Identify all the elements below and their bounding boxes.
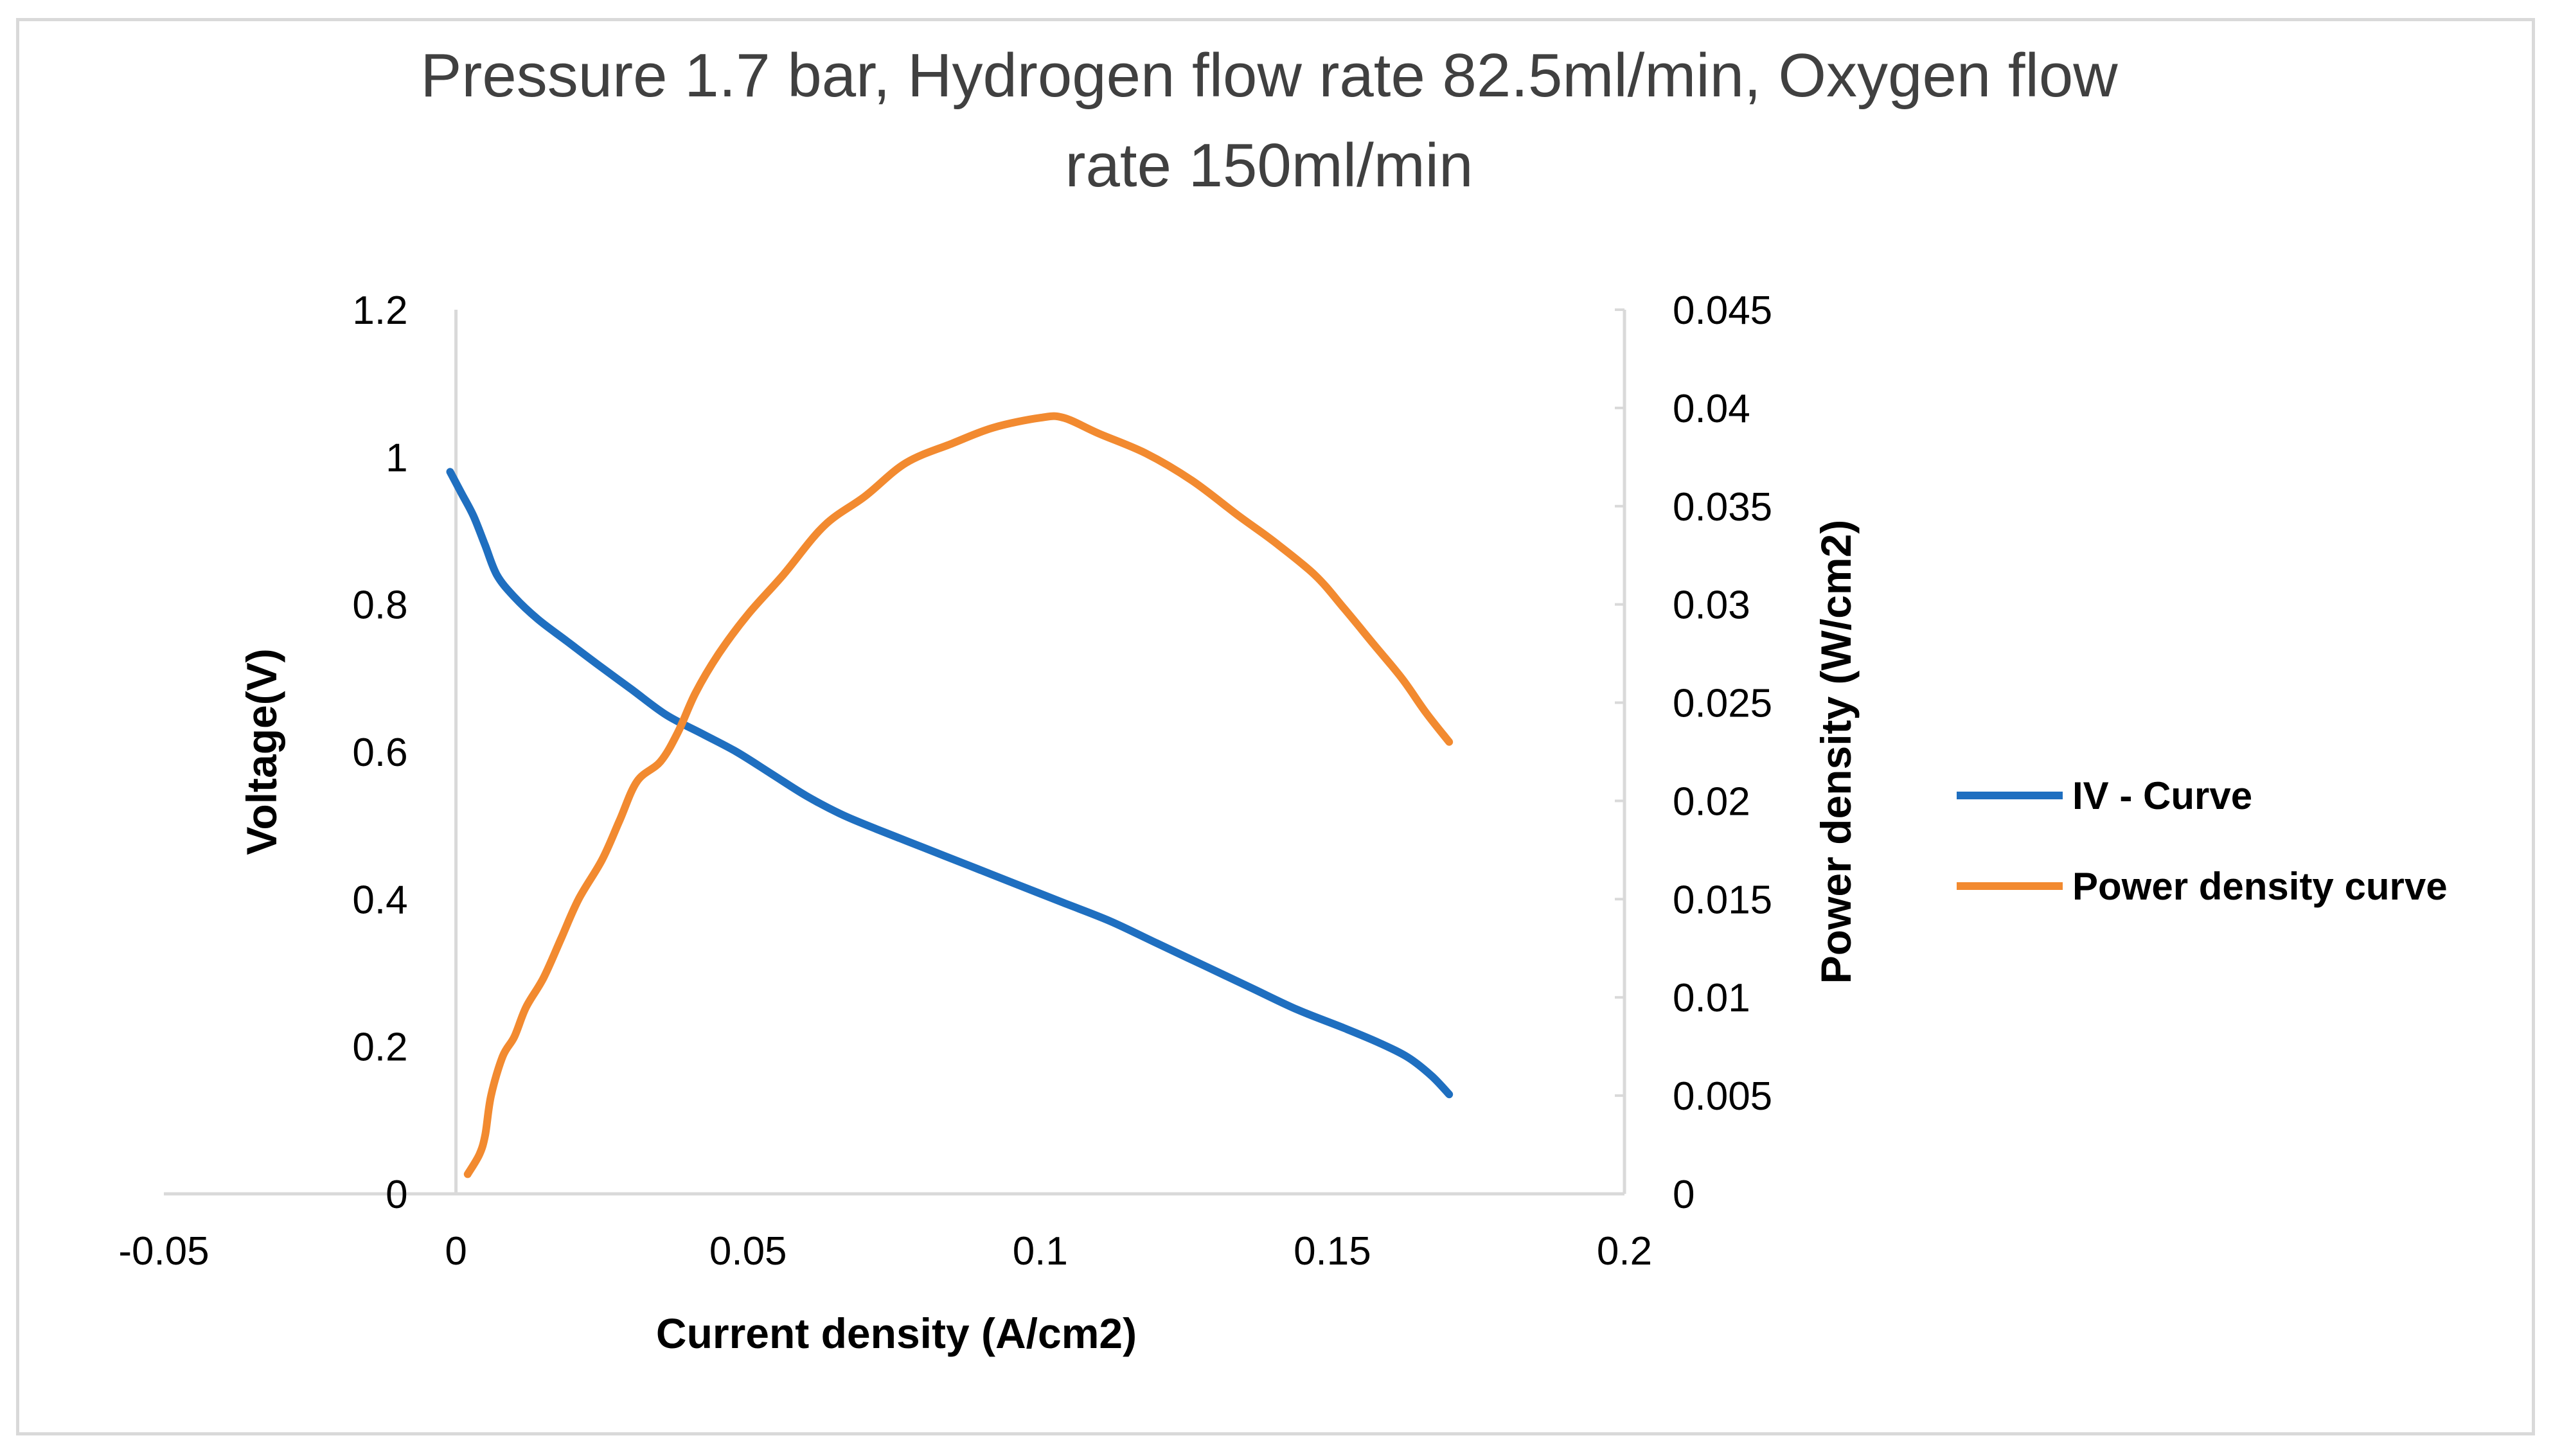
y-tick-label: 0.6: [352, 731, 407, 775]
y-tick-label: 0.4: [352, 878, 407, 922]
legend: IV - Curve Power density curve: [1957, 774, 2448, 908]
y-tick-label: 0.8: [352, 583, 407, 628]
x-tick-label: 0: [445, 1229, 467, 1274]
iv-curve-line: [446, 468, 1454, 1099]
power-density-line: [463, 412, 1454, 1178]
y2-tick-label: 0.04: [1673, 387, 1750, 431]
y-tick-label: 1.2: [352, 289, 407, 333]
y2-tick-label: 0.03: [1673, 583, 1750, 628]
y2-axis-title: Power density (W/cm2): [1812, 520, 1860, 984]
y2-tick-label: 0.045: [1673, 289, 1772, 333]
x-axis-title: Current density (A/cm2): [656, 1310, 1137, 1357]
x-tick-label: -0.05: [118, 1229, 209, 1274]
x-tick-label: 0.2: [1597, 1229, 1652, 1274]
x-tick-label: 0.05: [709, 1229, 787, 1274]
y-tick-label: 0.2: [352, 1025, 407, 1070]
y2-tick-label: 0.02: [1673, 779, 1750, 824]
legend-label-iv-curve: IV - Curve: [2072, 774, 2252, 817]
x-tick-label: 0.1: [1013, 1229, 1068, 1274]
chart-frame: [16, 18, 2535, 1435]
legend-label-power-density: Power density curve: [2072, 865, 2448, 908]
y2-tick-label: 0.005: [1673, 1074, 1772, 1119]
y-tick-label: 0: [386, 1173, 407, 1217]
chart-title-line-1: Pressure 1.7 bar, Hydrogen flow rate 82.…: [420, 41, 2118, 110]
y2-tick-label: 0.025: [1673, 682, 1772, 726]
series: [446, 412, 1454, 1178]
y2-tick-label: 0.035: [1673, 485, 1772, 529]
chart-title-line-2: rate 150ml/min: [1065, 131, 1473, 200]
y-axis-title: Voltage(V): [238, 648, 285, 855]
y2-tick-label: 0.01: [1673, 976, 1750, 1020]
x-tick-label: 0.15: [1294, 1229, 1371, 1274]
y2-tick-label: 0: [1673, 1173, 1695, 1217]
axes: [164, 310, 1626, 1196]
y-tick-label: 1: [386, 436, 407, 480]
y2-tick-label: 0.015: [1673, 878, 1772, 922]
tick-labels: -0.05 0 0.05 0.1 0.15 0.2 0 0.2 0.4 0.6 0.8 1 1.2 0 0.…: [118, 289, 1772, 1274]
